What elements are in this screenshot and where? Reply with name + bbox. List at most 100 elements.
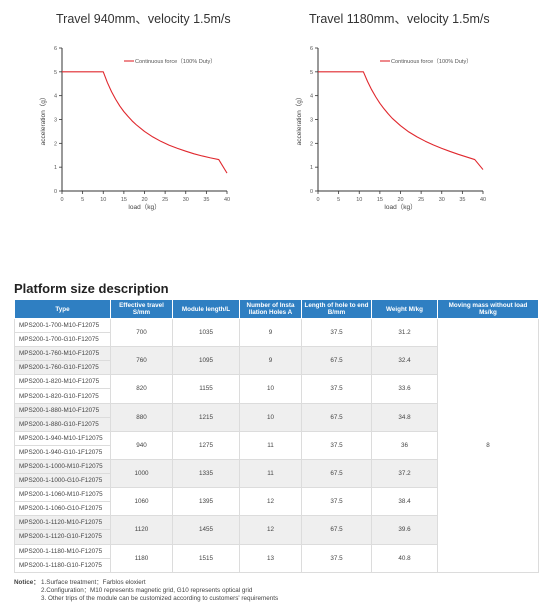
cell-module-length: 1335 bbox=[172, 458, 240, 489]
cell-effective-travel: 940 bbox=[110, 430, 173, 460]
table-row: MPS200-1-1180-G10-F12075 bbox=[14, 557, 539, 573]
notice-line: 2.Configuration：M10 represents magnetic … bbox=[41, 587, 253, 595]
cell-module-length: 1515 bbox=[172, 543, 240, 573]
x-tick-label: 30 bbox=[439, 197, 445, 203]
table-row: MPS200-1-1180-M10-F12075 1180 1515 13 37.5 40… bbox=[14, 543, 539, 573]
x-tick-label: 25 bbox=[418, 197, 424, 203]
y-axis-label: acceleration（g） bbox=[39, 94, 47, 146]
x-tick-label: 35 bbox=[459, 197, 465, 203]
cell-installation-holes: 9 bbox=[239, 346, 302, 376]
table-row: MPS200-1-940-M10-1F12075 940 1275 11 37.5 36 bbox=[14, 430, 539, 460]
cell-type: MPS200-1-700-G10-F12075 bbox=[14, 332, 111, 348]
cell-type: MPS200-1-940-G10-1F12075 bbox=[14, 444, 111, 460]
cell-type: MPS200-1-1060-M10-F12075 bbox=[14, 487, 111, 503]
cell-effective-travel: 1120 bbox=[110, 515, 173, 545]
chart-travel-940: Travel 940mm、velocity 1.5m/s 0 1 2 3 4 5 6 0 5 10… bbox=[0, 0, 275, 275]
cell-installation-holes: 11 bbox=[239, 458, 302, 489]
y-tick-label: 3 bbox=[54, 118, 57, 124]
y-tick-label: 0 bbox=[310, 189, 313, 195]
cell-type: MPS200-1-1060-G10-F12075 bbox=[14, 501, 111, 517]
cell-effective-travel: 760 bbox=[110, 346, 173, 376]
y-tick-label: 6 bbox=[310, 46, 313, 52]
table-row: MPS200-1-1120-M10-F12075 1120 1455 12 67.5 39… bbox=[14, 515, 539, 545]
platform-size-table: Type Effective travel S/mm Module length… bbox=[14, 299, 539, 573]
x-tick-label: 15 bbox=[377, 197, 383, 203]
cell-hole-to-end: 37.5 bbox=[301, 317, 372, 348]
cell-module-length: 1215 bbox=[172, 402, 240, 432]
cell-weight: 37.2 bbox=[371, 458, 438, 489]
cell-effective-travel: 1180 bbox=[110, 543, 173, 573]
chart-title: Travel 940mm、velocity 1.5m/s bbox=[56, 12, 231, 26]
y-tick-label: 2 bbox=[54, 141, 57, 147]
y-tick-label: 5 bbox=[54, 70, 57, 76]
cell-module-length: 1155 bbox=[172, 374, 240, 404]
header-weight: Weight M/kg bbox=[371, 299, 438, 319]
cell-type: MPS200-1-1000-M10-F12075 bbox=[14, 458, 111, 475]
cell-weight: 32.4 bbox=[371, 346, 438, 376]
cell-hole-to-end: 67.5 bbox=[301, 458, 372, 489]
cell-type: MPS200-1-880-M10-F12075 bbox=[14, 402, 111, 418]
cell-module-length: 1095 bbox=[172, 346, 240, 376]
x-axis-label: load（kg） bbox=[128, 203, 160, 211]
table-row: MPS200-1-880-G10-F12075 bbox=[14, 416, 539, 432]
cell-moving-mass: 8 bbox=[437, 318, 539, 573]
section-title: Platform size description bbox=[14, 281, 169, 296]
y-tick-label: 0 bbox=[54, 189, 57, 195]
cell-weight: 33.6 bbox=[371, 374, 438, 404]
cell-installation-holes: 10 bbox=[239, 402, 302, 432]
table-header-row: Type Effective travel S/mm Module length… bbox=[14, 299, 539, 319]
x-axis-label: load（kg） bbox=[384, 203, 416, 211]
cell-weight: 40.8 bbox=[371, 543, 438, 573]
cell-module-length: 1455 bbox=[172, 515, 240, 545]
x-tick-label: 5 bbox=[81, 197, 84, 203]
x-tick-label: 5 bbox=[337, 197, 340, 203]
cell-hole-to-end: 37.5 bbox=[301, 430, 372, 460]
y-tick-label: 1 bbox=[54, 165, 57, 171]
y-tick-label: 4 bbox=[54, 94, 57, 100]
y-tick-label: 3 bbox=[310, 118, 313, 124]
series-line bbox=[62, 71, 228, 174]
header-module-length: Module length/L bbox=[172, 299, 240, 319]
cell-installation-holes: 9 bbox=[239, 317, 302, 348]
cell-weight: 31.2 bbox=[371, 317, 438, 348]
cell-effective-travel: 1060 bbox=[110, 487, 173, 517]
cell-type: MPS200-1-820-M10-F12075 bbox=[14, 374, 111, 390]
x-tick-label: 20 bbox=[141, 197, 147, 203]
notice-line: 3. Other trips of the module can be cust… bbox=[41, 595, 279, 603]
table-row: MPS200-1-880-M10-F12075 880 1215 10 67.5 34.8 bbox=[14, 402, 539, 432]
cell-installation-holes: 12 bbox=[239, 487, 302, 517]
cell-type: MPS200-1-1120-M10-F12075 bbox=[14, 515, 111, 531]
chart-travel-1180: Travel 1180mm、velocity 1.5m/s 0 1 2 3 4 5 6 0 5 1… bbox=[256, 0, 550, 275]
cell-installation-holes: 10 bbox=[239, 374, 302, 404]
table-row: MPS200-1-1060-M10-F12075 1060 1395 12 37.5 38… bbox=[14, 487, 539, 517]
chart-title: Travel 1180mm、velocity 1.5m/s bbox=[309, 12, 490, 26]
cell-weight: 36 bbox=[371, 430, 438, 460]
cell-module-length: 1275 bbox=[172, 430, 240, 460]
cell-type: MPS200-1-760-G10-F12075 bbox=[14, 360, 111, 376]
y-tick-label: 4 bbox=[310, 94, 313, 100]
x-tick-label: 40 bbox=[224, 197, 230, 203]
cell-type: MPS200-1-820-G10-F12075 bbox=[14, 388, 111, 404]
x-tick-label: 20 bbox=[397, 197, 403, 203]
x-tick-label: 0 bbox=[316, 197, 319, 203]
cell-hole-to-end: 67.5 bbox=[301, 346, 372, 376]
cell-effective-travel: 880 bbox=[110, 402, 173, 432]
cell-type: MPS200-1-1000-G10-F12075 bbox=[14, 473, 111, 489]
table-row: MPS200-1-1000-G10-F12075 bbox=[14, 473, 539, 489]
cell-type: MPS200-1-1180-M10-F12075 bbox=[14, 543, 111, 559]
table-row: MPS200-1-1000-M10-F12075 1000 1335 11 67.5 37… bbox=[14, 458, 539, 489]
cell-module-length: 1395 bbox=[172, 487, 240, 517]
cell-weight: 38.4 bbox=[371, 487, 438, 517]
y-tick-label: 1 bbox=[310, 165, 313, 171]
table-body: MPS200-1-700-M10-F12075 700 1035 9 37.5 31.2 8… bbox=[14, 317, 539, 573]
cell-installation-holes: 11 bbox=[239, 430, 302, 460]
cell-type: MPS200-1-940-M10-1F12075 bbox=[14, 430, 111, 446]
x-tick-label: 30 bbox=[183, 197, 189, 203]
cell-installation-holes: 12 bbox=[239, 515, 302, 545]
header-moving-mass: Moving mass without load Ms/kg bbox=[437, 299, 539, 319]
y-tick-label: 2 bbox=[310, 141, 313, 147]
cell-effective-travel: 820 bbox=[110, 374, 173, 404]
cell-effective-travel: 1000 bbox=[110, 458, 173, 489]
cell-type: MPS200-1-1180-G10-F12075 bbox=[14, 557, 111, 573]
chart-plot: 0 1 2 3 4 5 6 0 5 10 15 20 25 30 35 40 load（kg） accelerat… bbox=[39, 46, 230, 211]
